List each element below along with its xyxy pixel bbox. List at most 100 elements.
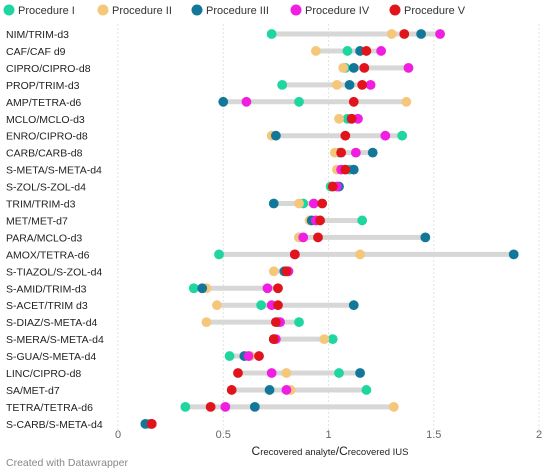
row-label: S-META/S-META-d4 xyxy=(6,165,102,177)
row-label: SA/MET-d7 xyxy=(6,385,60,397)
row-enro-cipro-d8: ENRO/CIPRO-d8 xyxy=(6,130,408,143)
dot-procedure-i xyxy=(214,249,224,260)
dot-procedure-iii xyxy=(416,29,427,39)
row-linc-cipro-d8: LINC/CIPRO-d8 xyxy=(6,368,365,380)
dot-procedure-ii xyxy=(281,368,292,378)
dot-procedure-iii xyxy=(264,385,275,395)
dot-procedure-i xyxy=(256,300,267,311)
row-sa-met-d7: SA/MET-d7 xyxy=(6,385,372,397)
dot-procedure-iv xyxy=(380,130,391,141)
dot-procedure-iii xyxy=(249,402,260,412)
legend-item-procedure-ii: Procedure II xyxy=(97,4,172,17)
row-mclo-mclo-d3: MCLO/MCLO-d3 xyxy=(6,114,363,126)
legend-label: Procedure II xyxy=(112,5,172,17)
dot-procedure-i xyxy=(357,215,368,226)
dot-procedure-ii xyxy=(319,334,330,344)
row-label: MET/MET-d7 xyxy=(6,215,68,227)
x-tick-label: 2 xyxy=(536,429,542,441)
row-label: ENRO/CIPRO-d8 xyxy=(6,131,88,143)
x-axis-title-sub1: recovered analyte xyxy=(260,447,336,458)
dot-procedure-v xyxy=(273,300,283,311)
dot-procedure-v xyxy=(313,232,323,243)
row-carb-carb-d8: CARB/CARB-d8 xyxy=(6,148,378,160)
dot-procedure-i xyxy=(180,402,191,412)
dot-procedure-v xyxy=(340,130,351,141)
dot-procedure-ii xyxy=(355,249,365,260)
x-tick-label: 0.5 xyxy=(216,429,231,441)
dot-procedure-iii xyxy=(355,368,365,378)
legend-swatch xyxy=(389,4,401,16)
dot-procedure-v xyxy=(233,368,243,378)
x-axis-ticks: 0 0.5 1 1.5 2 xyxy=(115,429,542,441)
row-para-mclo-d3: PARA/MCLO-d3 xyxy=(6,232,431,244)
dot-procedure-v xyxy=(273,283,283,294)
row-label: CAF/CAF d9 xyxy=(6,46,66,58)
dot-procedure-v xyxy=(315,215,325,226)
legend-item-procedure-v: Procedure V xyxy=(389,4,466,17)
dot-procedure-ii xyxy=(212,300,222,311)
dot-procedure-v xyxy=(399,29,410,39)
dot-procedure-i xyxy=(334,368,344,378)
dot-procedure-ii xyxy=(294,198,304,209)
row-label: AMP/TETRA-d6 xyxy=(6,97,81,109)
row-amox-tetra-d6: AMOX/TETRA-d6 xyxy=(6,249,519,261)
dot-procedure-iii xyxy=(270,130,281,141)
dot-procedure-i xyxy=(277,79,288,90)
dot-procedure-v xyxy=(346,113,357,124)
dot-procedure-iii xyxy=(367,147,378,158)
dot-procedure-v xyxy=(289,249,300,260)
dot-procedure-v xyxy=(270,317,281,328)
row-label: S-DIAZ/S-META-d4 xyxy=(6,317,98,329)
row-cipro-cipro-d8: CIPRO/CIPRO-d8 xyxy=(6,63,414,75)
dot-procedure-iv xyxy=(298,232,309,243)
row-tetra-tetra-d6: TETRA/TETRA-d6 xyxy=(6,402,399,414)
dot-procedure-ii xyxy=(201,317,212,328)
dot-procedure-iv xyxy=(243,351,254,361)
legend-label: Procedure I xyxy=(18,5,75,17)
dot-procedure-iii xyxy=(268,198,279,209)
row-label: TRIM/TRIM-d3 xyxy=(6,199,76,211)
row-s-mera-s-meta-d4: S-MERA/S-META-d4 xyxy=(6,334,338,346)
dot-procedure-v xyxy=(336,147,347,158)
dot-procedure-ii xyxy=(310,46,321,56)
legend-label: Procedure IV xyxy=(305,5,370,17)
row-s-gua-s-meta-d4: S-GUA/S-META-d4 xyxy=(6,351,264,363)
legend-item-procedure-iii: Procedure III xyxy=(191,4,269,17)
dot-procedure-i xyxy=(397,130,408,141)
dot-procedure-ii xyxy=(268,266,279,277)
dot-procedure-i xyxy=(294,317,304,328)
dot-procedure-iv xyxy=(350,147,361,158)
dot-procedure-v xyxy=(281,266,292,277)
row-s-zol-s-zol-d4: S-ZOL/S-ZOL-d4 xyxy=(6,182,344,194)
legend-swatch xyxy=(191,4,203,16)
x-tick-label: 1.5 xyxy=(426,429,441,441)
dot-procedure-iii xyxy=(348,164,359,175)
dot-procedure-iii xyxy=(420,232,431,243)
dot-procedure-v xyxy=(268,334,279,344)
dot-procedure-v xyxy=(146,418,157,429)
dot-procedure-iv xyxy=(262,283,273,294)
dot-procedure-v xyxy=(327,181,338,192)
dot-procedure-v xyxy=(357,79,368,90)
dot-procedure-i xyxy=(327,334,338,344)
row-label: AMOX/TETRA-d6 xyxy=(6,249,90,261)
row-label: LINC/CIPRO-d8 xyxy=(6,368,81,380)
row-label: S-CARB/S-META-d4 xyxy=(6,419,103,431)
dot-procedure-ii xyxy=(388,402,399,412)
dot-procedure-iv xyxy=(376,46,387,56)
row-label: MCLO/MCLO-d3 xyxy=(6,114,85,126)
dot-procedure-i xyxy=(342,46,353,56)
row-label: S-AMID/TRIM-d3 xyxy=(6,283,87,295)
row-label: S-TIAZOL/S-ZOL-d4 xyxy=(6,266,102,278)
legend-item-procedure-i: Procedure I xyxy=(3,4,75,17)
row-label: S-GUA/S-META-d4 xyxy=(6,351,96,363)
row-s-amid-trim-d3: S-AMID/TRIM-d3 xyxy=(6,283,283,295)
dot-procedure-ii xyxy=(332,79,342,90)
dot-procedure-ii xyxy=(386,29,397,39)
dot-procedure-iii xyxy=(348,63,359,73)
dot-procedure-v xyxy=(340,164,351,175)
gridlines xyxy=(117,24,540,434)
x-axis-title-sub2: recovered IUS xyxy=(348,447,409,458)
dot-procedure-iii xyxy=(508,249,519,260)
